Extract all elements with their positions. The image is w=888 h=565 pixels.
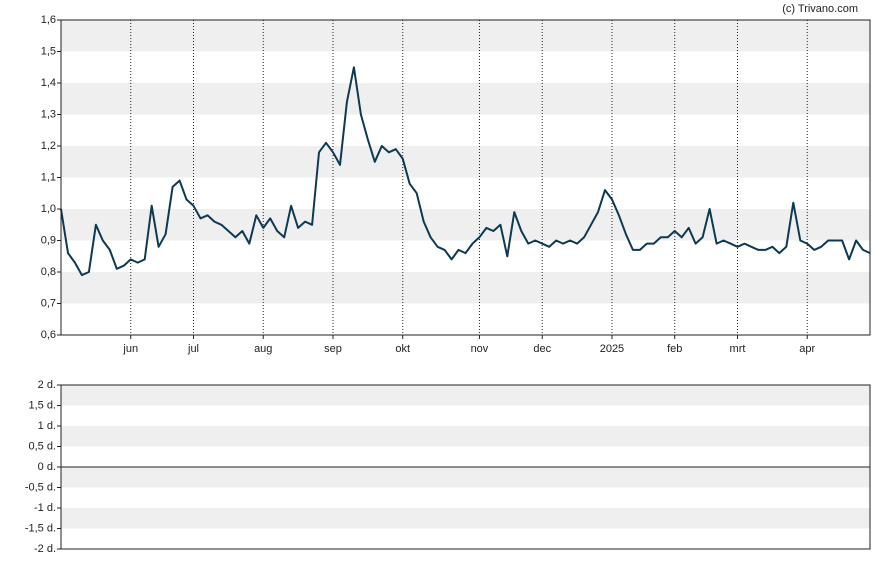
grid-band	[61, 83, 870, 115]
y-tick-label: 1,2	[41, 140, 56, 152]
y-tick-label: 1,5 d.	[28, 399, 56, 411]
y-tick-label: 0,7	[41, 297, 56, 309]
grid-band	[61, 385, 870, 406]
y-tick-label: 0,6	[41, 329, 56, 341]
y-tick-label: -0,5 d.	[25, 481, 56, 493]
price-line	[60, 66, 871, 277]
x-tick-label: nov	[471, 343, 489, 355]
y-tick-label: -1 d.	[34, 502, 56, 514]
y-tick-label: -2 d.	[34, 543, 56, 555]
x-tick-label: sep	[324, 343, 342, 355]
y-tick-label: 0,8	[41, 266, 56, 278]
y-tick-label: 1,0	[41, 203, 56, 215]
grid-band	[61, 426, 870, 447]
x-tick-label: jul	[187, 343, 199, 355]
y-tick-label: 1,6	[41, 14, 56, 26]
source: (c) Trivano.com	[782, 3, 858, 15]
grid-band	[61, 209, 870, 241]
x-tick-label: feb	[667, 343, 682, 355]
y-tick-label: 1,5	[41, 45, 56, 57]
grid-band	[61, 20, 870, 52]
x-tick-label: dec	[533, 343, 551, 355]
y-tick-label: 1 d.	[38, 420, 56, 432]
plot-frame	[60, 19, 871, 336]
x-tick-label: apr	[799, 343, 815, 355]
x-tick-label: aug	[254, 343, 272, 355]
y-tick-label: 1,4	[41, 77, 56, 89]
grid-band	[61, 272, 870, 304]
y-tick-label: 0,5 d.	[28, 440, 56, 452]
x-tick-label: 2025	[600, 343, 624, 355]
y-tick-label: -1,5 d.	[25, 522, 56, 534]
grid-band	[61, 146, 870, 178]
x-tick-label: jun	[122, 343, 138, 355]
grid-band	[61, 467, 870, 488]
x-tick-label: mrt	[730, 343, 746, 355]
y-tick-label: 0 d.	[38, 461, 56, 473]
plot-frame	[60, 384, 871, 550]
grid-band	[61, 508, 870, 529]
y-tick-label: 1,3	[41, 108, 56, 120]
y-tick-label: 0,9	[41, 234, 56, 246]
y-tick-label: 2 d.	[38, 379, 56, 391]
y-tick-label: 1,1	[41, 171, 56, 183]
x-tick-label: okt	[395, 343, 410, 355]
